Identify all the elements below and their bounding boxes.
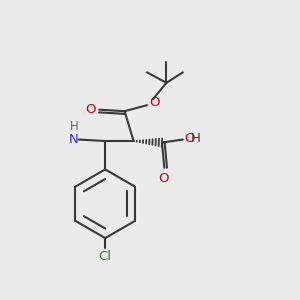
Text: Cl: Cl xyxy=(99,250,112,263)
Text: O: O xyxy=(85,103,96,116)
Text: O: O xyxy=(158,172,169,184)
Text: O: O xyxy=(149,96,160,109)
Text: H: H xyxy=(190,132,200,145)
Text: N: N xyxy=(69,133,79,146)
Text: O: O xyxy=(184,132,195,145)
Text: H: H xyxy=(70,120,78,133)
